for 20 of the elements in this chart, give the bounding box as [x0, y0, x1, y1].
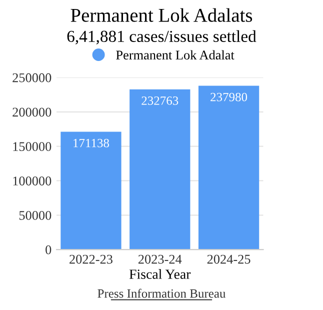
bar — [198, 86, 260, 250]
x-tick-label: 2022-23 — [70, 254, 112, 264]
x-axis-title: Fiscal Year — [129, 269, 191, 279]
data-label: 237980 — [210, 92, 248, 102]
y-tick-label: 0 — [46, 245, 52, 254]
y-tick-label: 50000 — [19, 210, 52, 220]
chart-title: Permanent Lok Adalats — [70, 8, 252, 22]
y-tick-label: 250000 — [12, 73, 52, 82]
y-tick-label: 100000 — [13, 176, 52, 186]
data-label: 171138 — [74, 138, 110, 148]
text: Press Information Bureau — [98, 288, 226, 298]
bar — [130, 89, 190, 250]
y-tick-label: 150000 — [13, 142, 52, 152]
x-tick-label: 2024-25 — [207, 254, 250, 264]
x-tick-label: 2023-24 — [138, 254, 182, 264]
bar — [60, 132, 122, 250]
legend-label: Permanent Lok Adalat — [116, 50, 234, 60]
chart-subtitle: 6,41,881 cases/issues settled — [67, 30, 256, 44]
data-label: 232763 — [142, 96, 178, 105]
y-tick-label: 200000 — [12, 108, 52, 117]
